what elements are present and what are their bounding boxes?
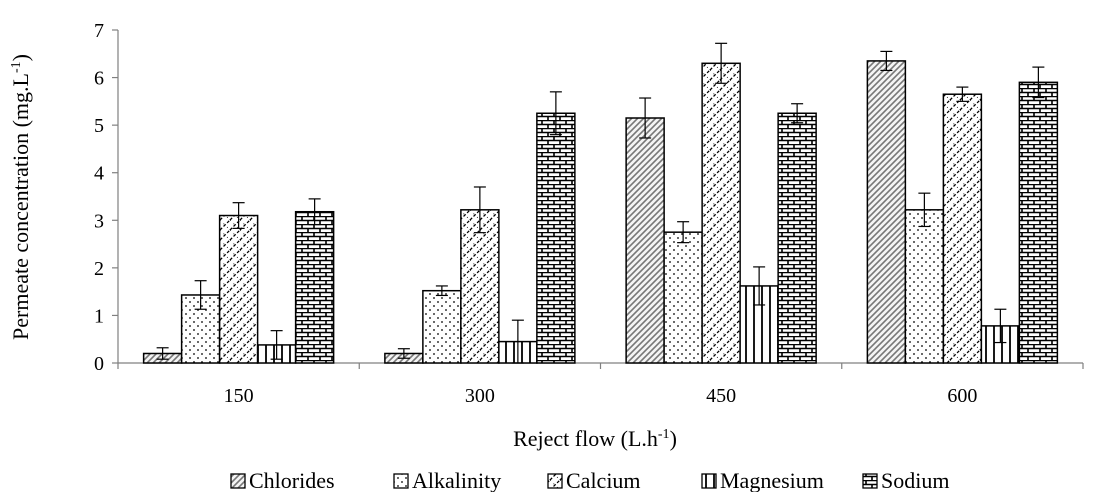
bar-sodium [777, 112, 817, 364]
bar-sodium [1018, 81, 1059, 364]
y-axis: 0 1 2 3 4 5 6 7 [94, 20, 119, 375]
bar-calcium [460, 209, 500, 364]
y-tick-label: 0 [94, 353, 104, 375]
bar-alkalinity [904, 209, 945, 364]
legend-swatch-calcium [547, 473, 563, 489]
x-tick-label: 150 [224, 385, 254, 407]
y-tick-label: 3 [94, 210, 104, 232]
legend: Chlorides Alkalinity Calcium Magnesium Sodiu… [230, 468, 949, 492]
y-tick-label: 4 [94, 163, 104, 185]
bar-calcium [701, 62, 741, 364]
x-tick-label: 450 [706, 385, 736, 407]
bar-chlorides [625, 117, 665, 364]
bar-sodium [536, 112, 576, 364]
bars-layer [142, 60, 1059, 364]
legend-label-magnesium: Magnesium [720, 468, 824, 492]
legend-label-sodium: Sodium [881, 468, 949, 492]
legend-label-alkalinity: Alkalinity [412, 468, 501, 492]
legend-swatch-chlorides [230, 473, 246, 489]
x-axis: 150 300 450 600 [117, 362, 1084, 407]
bar-alkalinity [663, 231, 703, 364]
y-tick-label: 2 [94, 258, 104, 280]
bar-sodium [294, 210, 335, 364]
bar-chlorides [866, 60, 907, 364]
x-tick-label: 600 [947, 385, 977, 407]
legend-swatch-magnesium [701, 473, 717, 489]
y-tick-label: 1 [94, 305, 104, 327]
legend-swatch-alkalinity [393, 473, 409, 489]
bar-calcium [942, 93, 983, 364]
x-axis-title: Reject flow (L.h-1) [513, 426, 677, 451]
legend-swatch-sodium [862, 473, 878, 489]
y-tick-label: 7 [94, 20, 104, 42]
x-tick-label: 300 [465, 385, 495, 407]
y-tick-label: 5 [94, 115, 104, 137]
legend-label-chlorides: Chlorides [249, 468, 335, 492]
y-tick-label: 6 [94, 68, 104, 90]
legend-label-calcium: Calcium [566, 468, 641, 492]
y-axis-title: Permeate concentration (mg.L-1) [8, 54, 33, 340]
bar-calcium [218, 214, 259, 364]
error-bars-layer [156, 42, 1045, 364]
bar-alkalinity [422, 289, 462, 364]
